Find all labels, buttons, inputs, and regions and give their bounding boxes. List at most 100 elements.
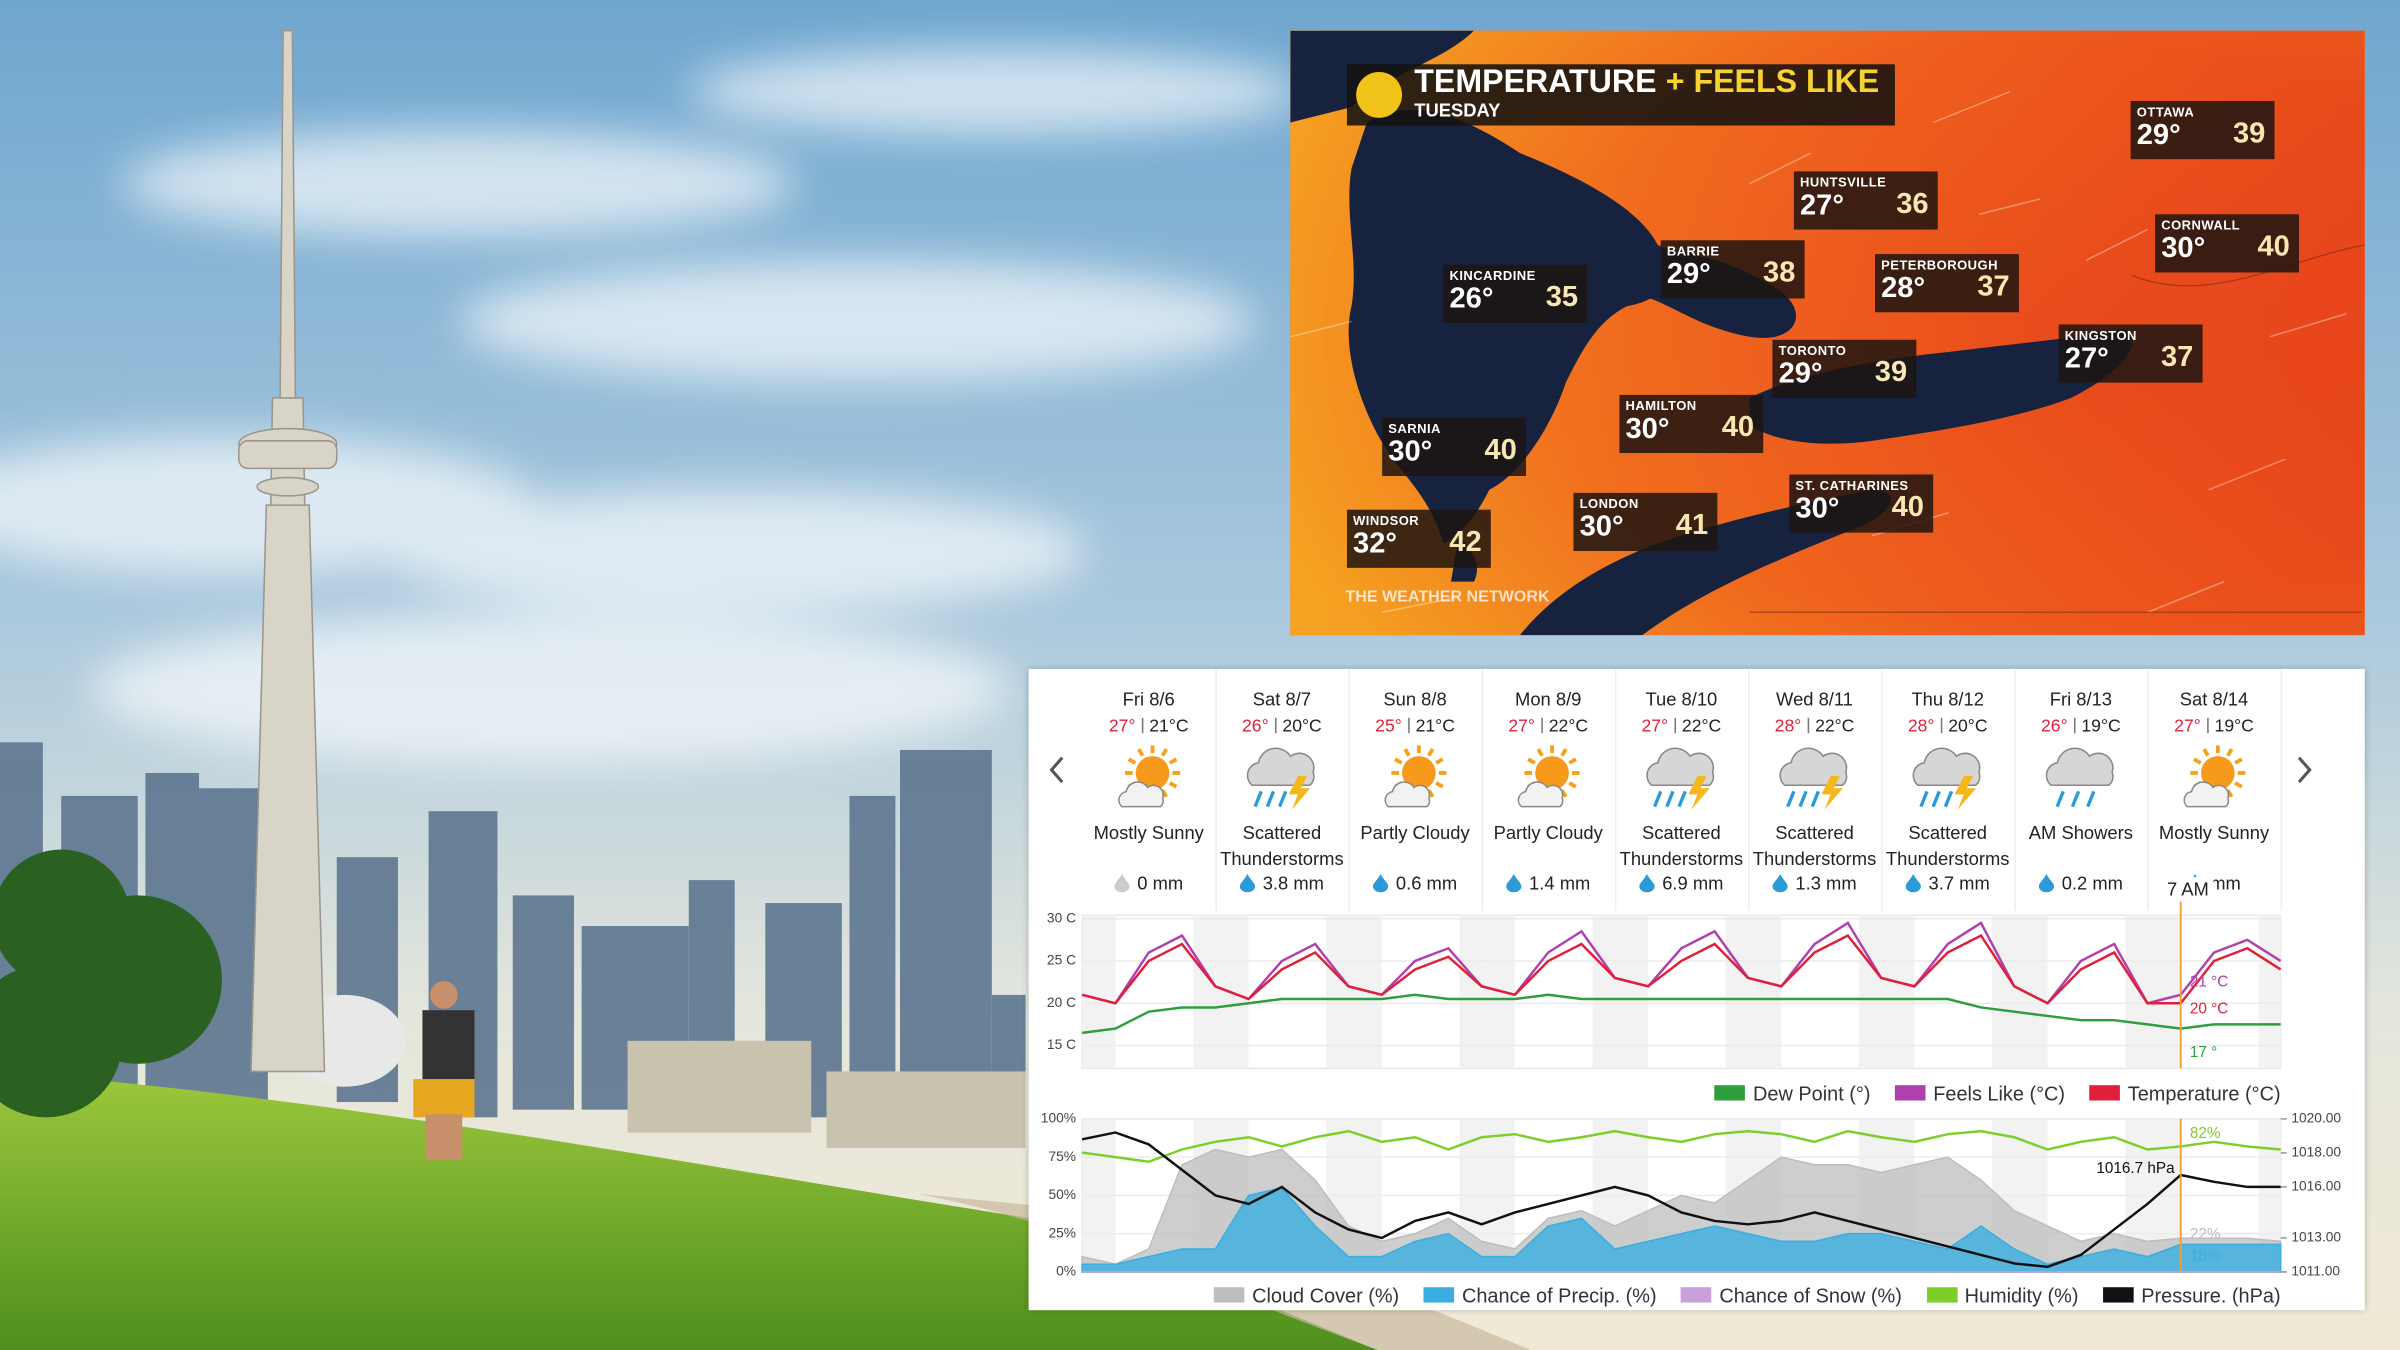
sun-ray	[1127, 757, 1137, 765]
y-tick-label: 30 C	[1047, 910, 1076, 925]
day-condition: Scattered Thunderstorms	[1752, 821, 1877, 870]
night-band	[1747, 915, 1782, 1069]
city-temp: 29°	[1666, 258, 1711, 291]
cloud	[2045, 747, 2114, 786]
city-label: WINDSOR 32° 42	[1346, 509, 1491, 568]
rain	[1919, 790, 1929, 808]
city-label: HUNTSVILLE 27° 36	[1793, 171, 1938, 230]
plot-area	[1081, 914, 2282, 1070]
y-tick-label: 20 C	[1047, 995, 1076, 1010]
precip-amount: 6.9 mm	[1662, 872, 1724, 894]
day-low: 20°C	[1948, 717, 1988, 737]
city-label: ST. CATHARINES 30° 40	[1789, 474, 1934, 533]
day-column: Sun 8/8 25° 21°C Partly Cloudy 0.6 mm	[1348, 668, 1484, 911]
line	[1081, 1131, 2281, 1269]
night-band	[1481, 915, 1515, 1069]
separator	[1274, 717, 1277, 734]
precip-amount: 1.4 mm	[1529, 872, 1591, 894]
day-column: Fri 8/13 26° 19°C AM Showers 0.2 mm	[2014, 668, 2149, 911]
day-date: Thu 8/12	[1911, 688, 1984, 711]
night-band	[1193, 915, 1216, 1069]
cursor-time: 7 AM	[2162, 877, 2214, 902]
map-title: TEMPERATURE	[1414, 64, 1657, 100]
weather-icon	[1912, 747, 1981, 810]
y2-tick-label: 1011.00	[2291, 1264, 2340, 1279]
day-low: 20°C	[1282, 717, 1322, 737]
city-name: HAMILTON	[1625, 397, 1697, 414]
day-low: 22°C	[1548, 717, 1589, 737]
separator	[1674, 717, 1676, 734]
sun-ray	[1137, 748, 1145, 757]
sun-ray	[2234, 757, 2243, 765]
city-name: LONDON	[1579, 495, 1639, 512]
precip-drop	[1639, 873, 1655, 893]
day-date: Mon 8/9	[1515, 688, 1582, 711]
line	[1081, 993, 2281, 1035]
day-column: Fri 8/6 27° 21°C Mostly Sunny 0 mm	[1082, 668, 1217, 911]
rain	[1653, 790, 1663, 808]
legend-item: Chance of Precip. (%)	[1423, 1284, 1657, 1308]
legend-label: Chance of Precip. (%)	[1461, 1284, 1657, 1308]
city-feels-like: 40	[1484, 434, 1517, 467]
y2-tick-label: 1020.00	[2291, 1111, 2341, 1126]
city-label: OTTAWA 29° 39	[2130, 101, 2275, 160]
prev-arrow[interactable]	[1047, 755, 1068, 786]
city-temp: 27°	[2064, 342, 2109, 375]
weather-icon	[1517, 745, 1580, 808]
day-column: Wed 8/11 28° 22°C Scattered Thunderstorms 1.…	[1748, 668, 1883, 911]
sun	[1402, 756, 1436, 790]
day-date: Sun 8/8	[1383, 688, 1447, 711]
legend-swatch	[1926, 1287, 1957, 1303]
separator	[1940, 717, 1943, 734]
legend-swatch	[2102, 1287, 2134, 1303]
day-condition: Scattered Thunderstorms	[1885, 821, 2010, 870]
y-tick-label: 25%	[1048, 1225, 1076, 1240]
city-name: HUNTSVILLE	[1799, 174, 1887, 190]
precip-drop	[1772, 873, 1788, 893]
night-band	[1348, 915, 1382, 1069]
rain	[1943, 790, 1954, 808]
day-high: 27°	[1508, 717, 1535, 737]
city-label: CORNWALL 30° 40	[2155, 214, 2299, 273]
lightning	[1688, 776, 1710, 810]
precip-drop	[1372, 873, 1389, 893]
day-high: 28°	[1907, 717, 1935, 737]
legend-item: Cloud Cover (%)	[1213, 1284, 1399, 1307]
rain	[1931, 790, 1941, 808]
day-precip: 3.7 mm	[1881, 872, 2014, 894]
day-low: 22°C	[1815, 717, 1855, 737]
city-temp: 28°	[1881, 272, 1926, 305]
cloud	[1517, 781, 1564, 808]
precip-drop	[1905, 873, 1921, 893]
y-tick-label: 15 C	[1047, 1037, 1076, 1052]
day-low: 21°C	[1415, 717, 1455, 737]
day-precip: 1.3 mm	[1748, 872, 1881, 894]
line	[1081, 1129, 2281, 1163]
day-column: Mon 8/9 27° 22°C Partly Cloudy 1.4 mm	[1482, 668, 1617, 911]
city-feels-like: 39	[1874, 356, 1908, 389]
day-temps: 26° 20°C	[1215, 717, 1348, 737]
line	[1081, 934, 2282, 1005]
sun-ray	[1160, 748, 1168, 757]
city-feels-like: 40	[1721, 411, 1755, 444]
day-column: Sat 8/7 26° 20°C Scattered Thunderstorms 3.8…	[1215, 668, 1350, 911]
lightning	[1954, 776, 1977, 810]
legend: Cloud Cover (%) Chance of Precip. (%) Chan…	[1213, 1284, 2281, 1308]
y-tick-label: 75%	[1048, 1149, 1076, 1164]
sun-ray	[1394, 757, 1403, 765]
day-precip: 0.2 mm	[2014, 872, 2147, 894]
legend-label: Pressure. (hPa)	[2141, 1284, 2281, 1308]
day-high: 27°	[1108, 717, 1136, 737]
rain	[1253, 790, 1263, 808]
next-arrow[interactable]	[2293, 755, 2314, 786]
day-temps: 28° 22°C	[1748, 717, 1881, 737]
rain	[2070, 790, 2081, 808]
precip-drop	[1506, 873, 1522, 893]
day-temps: 26° 19°C	[2014, 717, 2147, 737]
precip-drop	[1239, 873, 1256, 893]
forecast-charts: 30 C 25 C 20 C 15 C 21 °C 20 °C 17 ° 100% 75% 50%…	[1041, 898, 2341, 1279]
sun	[1535, 756, 1569, 790]
day-high: 27°	[1641, 717, 1669, 737]
day-column: Thu 8/12 28° 20°C Scattered Thunderstorms 3.…	[1881, 668, 2016, 911]
day-high: 26°	[2040, 717, 2068, 737]
